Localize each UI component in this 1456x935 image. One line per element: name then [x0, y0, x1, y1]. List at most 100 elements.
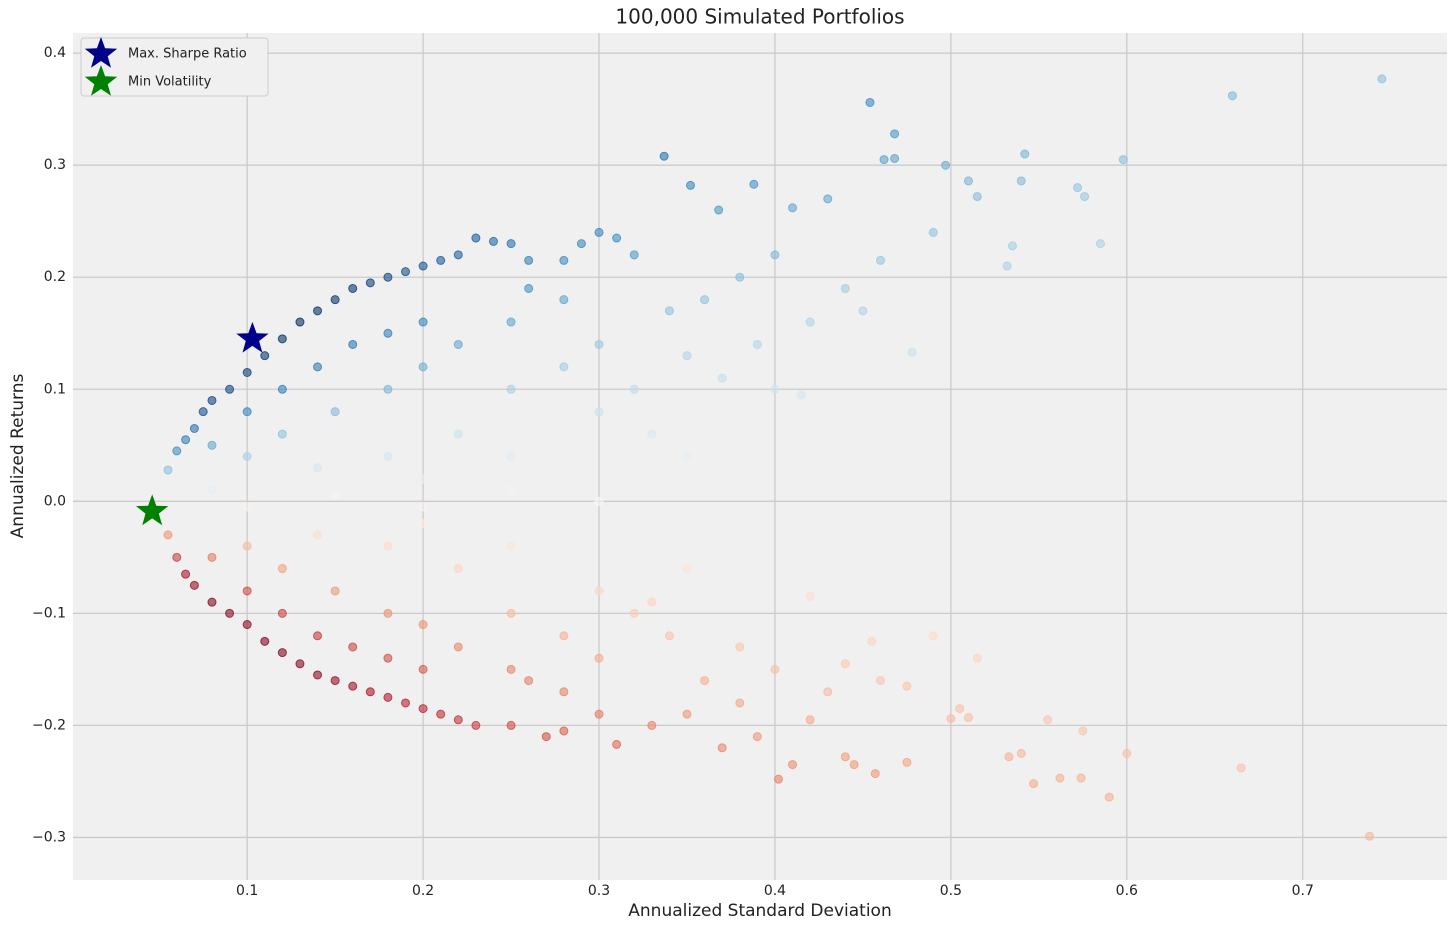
point: [717, 743, 727, 753]
point: [207, 597, 217, 607]
point: [383, 272, 393, 282]
point: [348, 283, 358, 293]
legend-box: [80, 37, 269, 97]
star-marker: [136, 494, 169, 526]
point: [242, 541, 252, 551]
x-axis-label: Annualized Standard Deviation: [628, 901, 891, 921]
point: [225, 608, 235, 618]
point: [506, 541, 516, 551]
point: [773, 774, 783, 784]
point: [453, 250, 463, 260]
y-tick-label: 0.3: [44, 157, 66, 173]
legend-label: Max. Sharpe Ratio: [128, 47, 247, 62]
point: [242, 502, 252, 512]
point: [972, 653, 982, 663]
point: [488, 236, 498, 246]
point: [506, 317, 516, 327]
point: [735, 272, 745, 282]
point: [717, 373, 727, 383]
point: [700, 295, 710, 305]
point: [629, 250, 639, 260]
grid: [73, 33, 1447, 880]
point: [770, 384, 780, 394]
point: [418, 362, 428, 372]
point: [242, 620, 252, 630]
point: [471, 233, 481, 243]
point: [453, 429, 463, 439]
point: [453, 564, 463, 574]
point: [1236, 763, 1246, 773]
legend-label: Min Volatility: [128, 75, 212, 90]
y-tick-label: 0.0: [44, 493, 66, 509]
point: [682, 351, 692, 361]
point: [277, 334, 287, 344]
point: [383, 541, 393, 551]
point: [902, 757, 912, 767]
point: [401, 698, 411, 708]
point: [277, 564, 287, 574]
point: [823, 687, 833, 697]
point: [594, 339, 604, 349]
point: [418, 261, 428, 271]
point: [559, 687, 569, 697]
point: [594, 227, 604, 237]
point: [330, 676, 340, 686]
point: [928, 631, 938, 641]
point: [172, 552, 182, 562]
point: [1020, 149, 1030, 159]
point: [189, 423, 199, 433]
point: [207, 552, 217, 562]
point: [277, 429, 287, 439]
point: [418, 474, 428, 484]
point: [1029, 779, 1039, 789]
legend: Max. Sharpe Ratio Min Volatility: [80, 37, 269, 97]
point: [559, 726, 569, 736]
legend-star: [84, 65, 118, 96]
point: [612, 233, 622, 243]
point: [1016, 748, 1026, 758]
point: [876, 676, 886, 686]
y-tick-label: −0.2: [32, 717, 66, 733]
point: [659, 151, 669, 161]
plot-area: [73, 33, 1447, 880]
point: [524, 676, 534, 686]
point: [1122, 748, 1132, 758]
point: [576, 239, 586, 249]
point: [295, 659, 305, 669]
x-tick-label: 0.4: [764, 883, 786, 899]
point: [849, 760, 859, 770]
point: [752, 732, 762, 742]
point: [1016, 176, 1026, 186]
point: [559, 631, 569, 641]
point: [313, 362, 323, 372]
x-tick-label: 0.5: [940, 883, 962, 899]
point: [471, 720, 481, 730]
point: [1080, 192, 1090, 202]
point: [365, 687, 375, 697]
point: [506, 664, 516, 674]
point: [506, 485, 516, 495]
point: [1104, 792, 1114, 802]
point: [941, 160, 951, 170]
point: [559, 295, 569, 305]
point: [682, 709, 692, 719]
point: [453, 339, 463, 349]
point: [207, 395, 217, 405]
point: [436, 709, 446, 719]
point: [383, 384, 393, 394]
point: [664, 306, 674, 316]
point: [946, 714, 956, 724]
point: [686, 180, 696, 190]
point: [330, 295, 340, 305]
point: [629, 384, 639, 394]
point: [612, 739, 622, 749]
point: [401, 267, 411, 277]
point: [928, 227, 938, 237]
point: [418, 519, 428, 529]
point: [823, 194, 833, 204]
point: [805, 592, 815, 602]
point: [313, 631, 323, 641]
point: [207, 485, 217, 495]
point: [1002, 261, 1012, 271]
